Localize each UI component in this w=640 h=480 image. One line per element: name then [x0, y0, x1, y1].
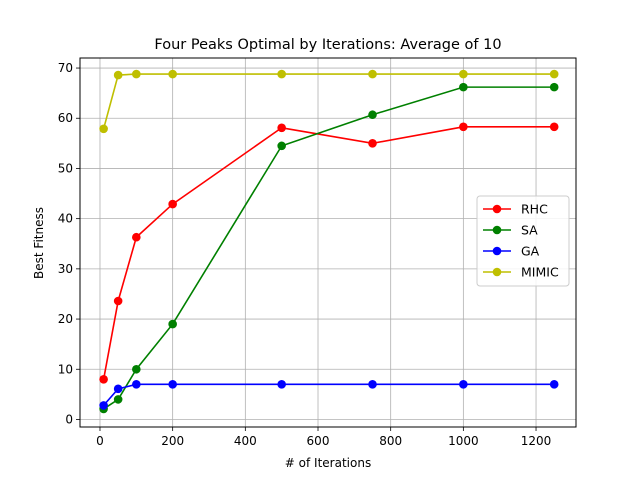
data-point-ga [549, 380, 559, 389]
y-axis-label: Best Fitness [32, 207, 46, 279]
data-point-ga [459, 380, 468, 389]
data-point-rhc [368, 139, 377, 148]
legend: RHC SA GA MIMIC [476, 195, 570, 287]
data-point-ga [113, 384, 123, 394]
x-tick-label: 1200 [521, 434, 552, 448]
series-ga [99, 380, 559, 410]
legend-item-mimic: MIMIC [483, 265, 559, 280]
data-point-sa [459, 82, 468, 92]
y-tick-label: 10 [58, 362, 73, 376]
data-point-ga [168, 380, 177, 389]
series-lines [99, 69, 559, 414]
data-point-rhc [168, 199, 177, 209]
data-point-mimic [132, 69, 141, 79]
data-point-sa [168, 319, 177, 329]
data-point-rhc [113, 296, 123, 306]
data-point-mimic [113, 70, 123, 80]
data-point-mimic [549, 69, 559, 79]
y-tick-label: 40 [58, 212, 73, 226]
data-point-ga [132, 380, 141, 389]
chart-title: Four Peaks Optimal by Iterations: Averag… [154, 37, 501, 53]
data-point-ga [99, 401, 108, 410]
legend-swatch-marker [492, 204, 502, 214]
legend-swatch-marker [492, 225, 502, 235]
legend-swatch-marker [492, 246, 502, 256]
data-point-rhc [277, 123, 286, 133]
x-tick-label: 600 [307, 434, 330, 448]
legend-label: GA [521, 244, 540, 259]
data-point-ga [277, 380, 286, 389]
y-tick-label: 30 [58, 262, 73, 276]
x-tick-label: 200 [161, 434, 184, 448]
data-point-mimic [168, 69, 177, 79]
data-point-rhc [132, 232, 141, 242]
legend-item-ga: GA [483, 244, 540, 259]
legend-label: SA [521, 223, 538, 238]
data-point-rhc [549, 122, 559, 132]
data-point-mimic [277, 69, 286, 79]
data-point-sa [549, 82, 559, 92]
x-axis-label: # of Iterations [285, 456, 371, 470]
legend-frame [476, 195, 570, 287]
data-point-sa [132, 364, 141, 374]
y-tick-label: 20 [58, 312, 73, 326]
data-point-rhc [99, 375, 108, 384]
data-point-rhc [459, 122, 468, 132]
legend-label: RHC [521, 202, 548, 217]
data-point-sa [113, 395, 123, 404]
y-axis: 0 10 20 30 40 50 60 70 [58, 61, 80, 426]
data-point-mimic [99, 124, 108, 134]
x-tick-label: 0 [96, 434, 104, 448]
data-point-mimic [459, 69, 468, 79]
legend-label: MIMIC [521, 265, 559, 280]
x-tick-label: 400 [234, 434, 257, 448]
x-tick-label: 800 [379, 434, 402, 448]
grid [80, 58, 576, 427]
data-point-mimic [368, 69, 377, 79]
series-line-rhc [102, 125, 555, 380]
series-line-sa [103, 86, 555, 410]
legend-swatch-marker [492, 267, 502, 277]
series-rhc [99, 122, 559, 384]
y-tick-label: 0 [65, 412, 73, 426]
series-line-mimic [102, 73, 555, 129]
data-point-sa [368, 110, 377, 120]
series-mimic [99, 69, 559, 134]
plot-frame [79, 57, 577, 428]
legend-item-rhc: RHC [483, 202, 548, 217]
y-tick-label: 60 [58, 111, 73, 125]
y-tick-label: 50 [58, 161, 73, 175]
data-point-sa [277, 141, 286, 151]
x-axis: 0 200 400 600 800 1000 1200 [96, 427, 551, 448]
x-tick-label: 1000 [448, 434, 479, 448]
legend-item-sa: SA [483, 223, 538, 238]
data-point-ga [368, 380, 377, 389]
y-tick-label: 70 [58, 61, 73, 75]
